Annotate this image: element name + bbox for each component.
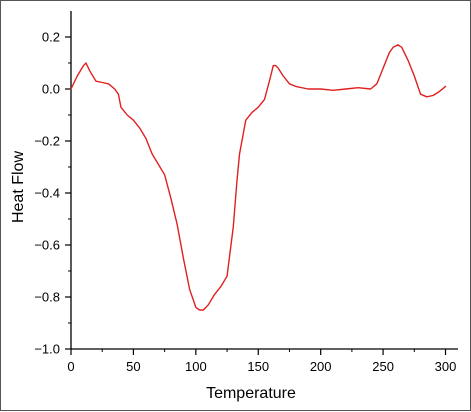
y-tick-label: −0.4 bbox=[34, 186, 60, 201]
x-axis-title: Temperature bbox=[206, 385, 296, 402]
axes: 0 50 100 150 200 250 300 0.2 0.0 −0.2 −0.4 −0.6 −0.8… bbox=[34, 11, 458, 374]
y-axis-title: Heat Flow bbox=[10, 151, 27, 223]
y-tick-label: −0.2 bbox=[34, 134, 60, 149]
x-tick-label: 0 bbox=[67, 359, 74, 374]
y-tick-label: −0.6 bbox=[34, 238, 60, 253]
x-tick-label: 200 bbox=[310, 359, 332, 374]
y-tick-label: −1.0 bbox=[34, 342, 60, 357]
series-group bbox=[70, 44, 447, 311]
heat-flow-series-line bbox=[70, 44, 447, 311]
x-tick-label: 100 bbox=[185, 359, 207, 374]
y-tick-label: 0.2 bbox=[42, 30, 60, 45]
x-tick-label: 50 bbox=[126, 359, 140, 374]
x-tick-label: 150 bbox=[247, 359, 269, 374]
y-tick-label: −0.8 bbox=[34, 290, 60, 305]
y-tick-label: 0.0 bbox=[42, 82, 60, 97]
x-tick-label: 300 bbox=[435, 359, 457, 374]
x-tick-label: 250 bbox=[372, 359, 394, 374]
